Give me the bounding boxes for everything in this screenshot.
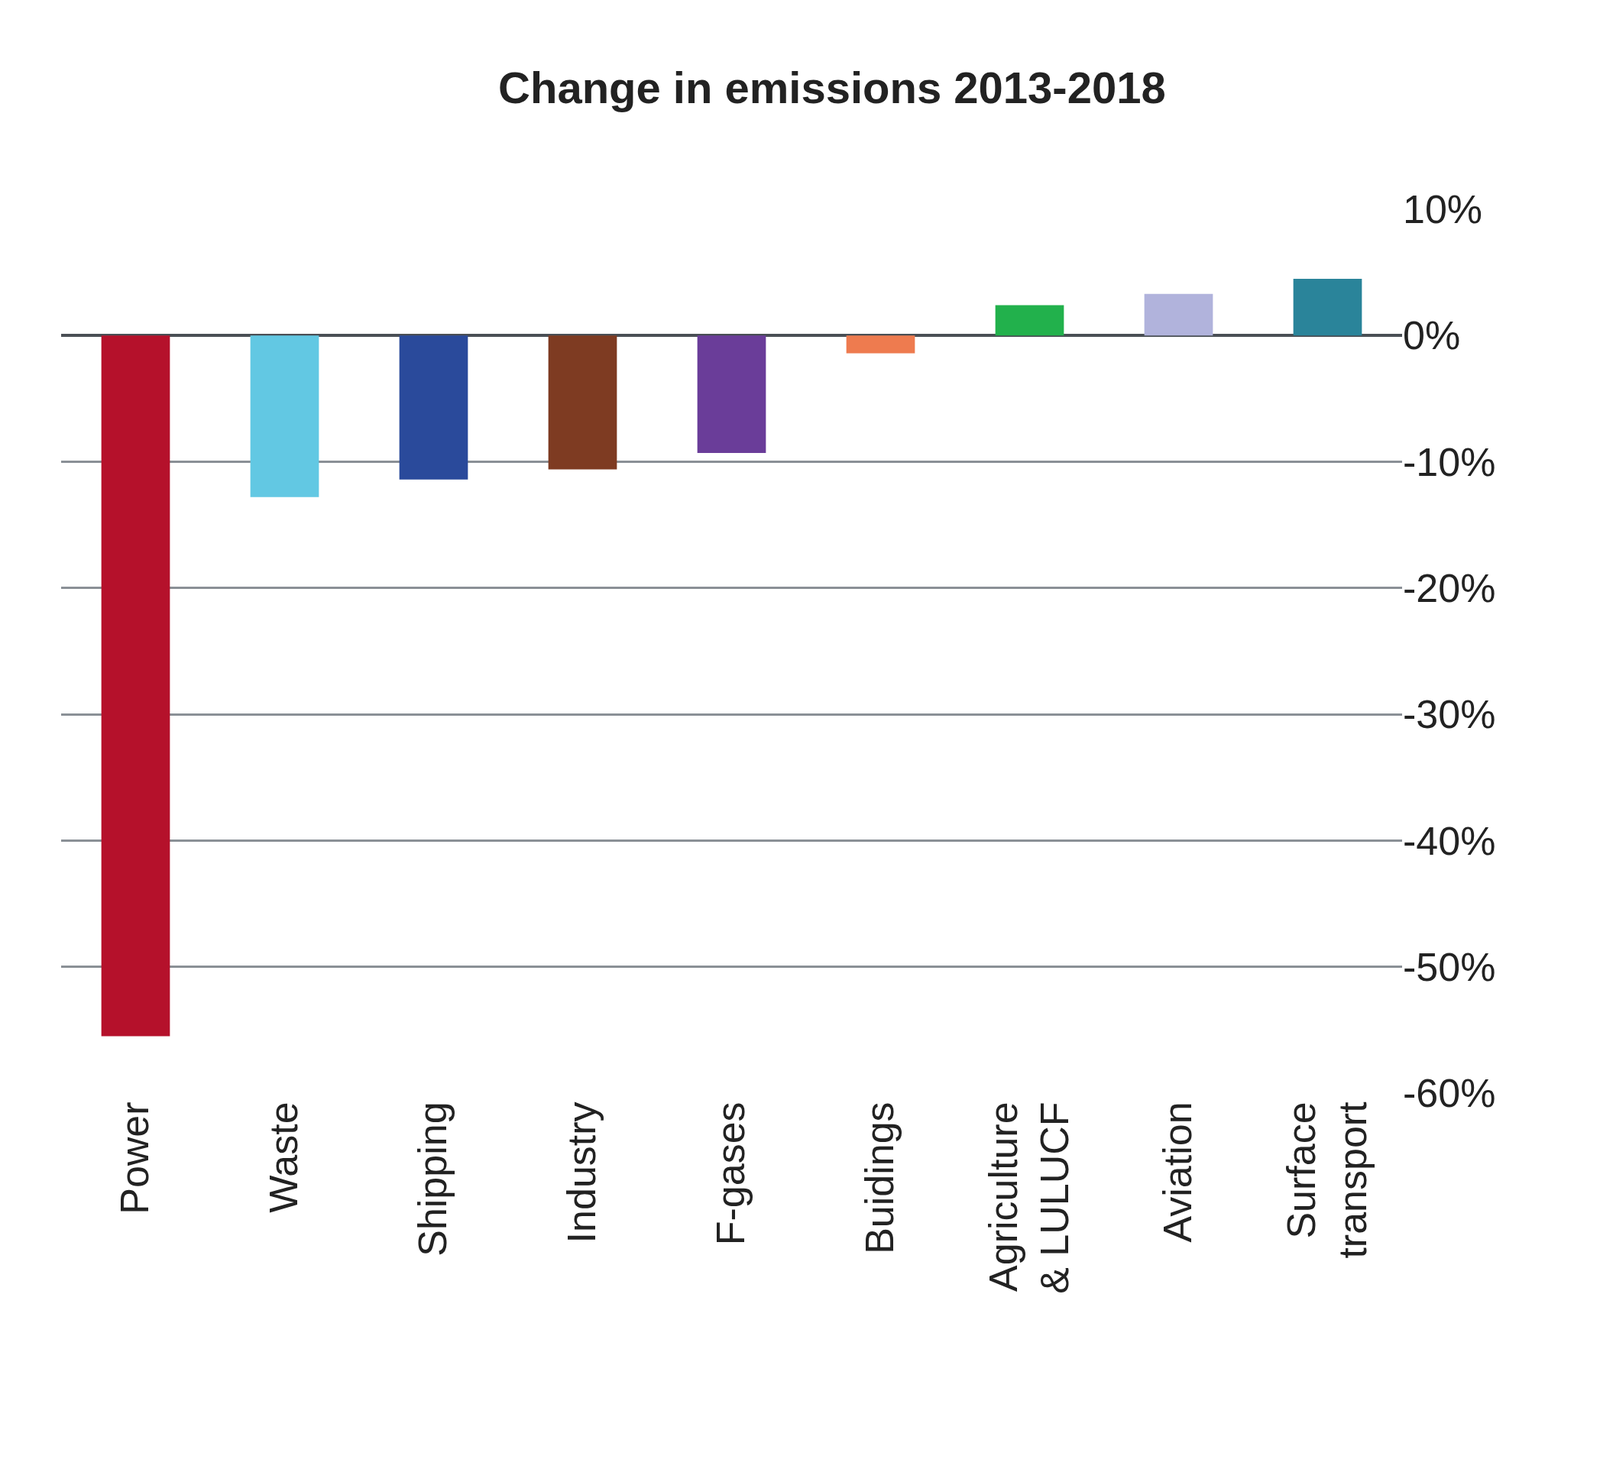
svg-text:F-gases: F-gases <box>708 1101 753 1246</box>
svg-text:-50%: -50% <box>1402 945 1496 990</box>
svg-text:0%: 0% <box>1402 313 1461 358</box>
svg-text:Surfacetransport: Surfacetransport <box>1279 1101 1376 1260</box>
svg-text:-30%: -30% <box>1402 692 1496 737</box>
svg-text:Agriculture& LULUCF: Agriculture& LULUCF <box>981 1101 1078 1294</box>
svg-text:-60%: -60% <box>1402 1071 1496 1116</box>
svg-text:-40%: -40% <box>1402 819 1496 864</box>
svg-text:-10%: -10% <box>1402 440 1496 485</box>
svg-text:Shipping: Shipping <box>410 1101 455 1257</box>
svg-text:Power: Power <box>112 1101 157 1215</box>
svg-text:Buidings: Buidings <box>857 1101 902 1254</box>
svg-text:Waste: Waste <box>261 1101 306 1213</box>
svg-text:Industry: Industry <box>559 1101 604 1244</box>
svg-text:-20%: -20% <box>1402 566 1496 611</box>
svg-text:Aviation: Aviation <box>1155 1101 1200 1243</box>
svg-text:10%: 10% <box>1402 187 1483 232</box>
svg-text:Change in emissions 2013-2018: Change in emissions 2013-2018 <box>498 62 1166 113</box>
